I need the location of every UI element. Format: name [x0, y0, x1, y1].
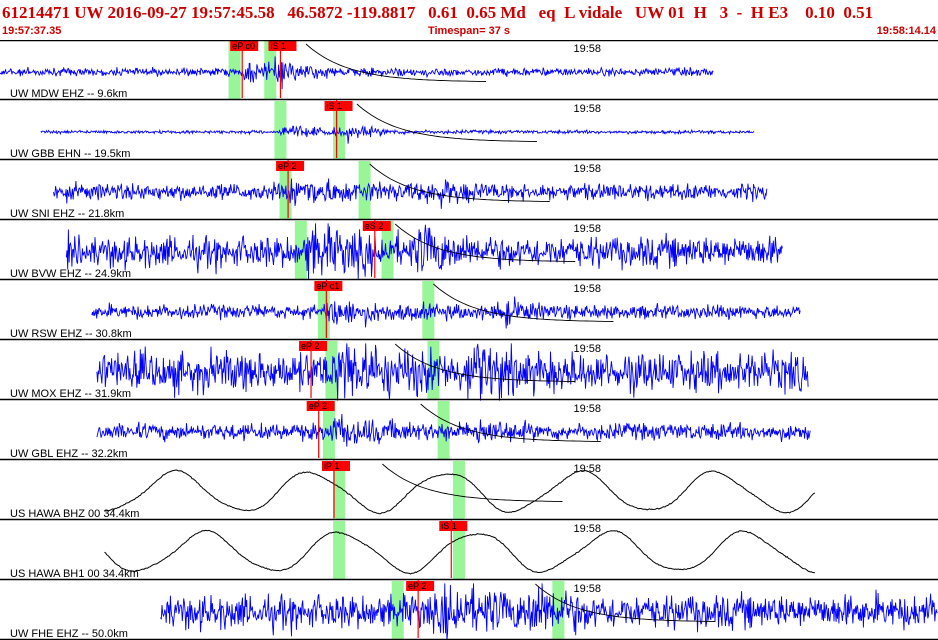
- station-label: UW BVW EHZ -- 24.9km: [10, 268, 131, 280]
- station-label: UW MDW EHZ -- 9.6km: [10, 88, 127, 100]
- phase-window: [333, 461, 346, 519]
- phase-pick-marker[interactable]: [406, 581, 435, 591]
- end-time: 19:58:14.14: [876, 25, 936, 37]
- phase-window: [422, 281, 435, 339]
- timespan-label: Timespan= 37 s: [427, 25, 511, 37]
- coda-decay-curve: [356, 103, 537, 142]
- phase-pick-marker[interactable]: [362, 221, 391, 231]
- header: 61214471 UW 2016-09-27 19:57:45.58 46.58…: [0, 0, 938, 40]
- time-tick-label: 19:58: [573, 403, 601, 415]
- phase-pick-label: eP c0: [232, 41, 255, 51]
- station-label: US HAWA BH1 00 34.4km: [10, 568, 139, 580]
- coda-decay-curve: [369, 163, 550, 202]
- time-tick-label: 19:58: [573, 163, 601, 175]
- phase-pick-marker[interactable]: [306, 401, 335, 411]
- station-label: UW RSW EHZ -- 30.8km: [10, 328, 132, 340]
- coda-decay-curve: [535, 583, 716, 622]
- station-label: UW GBL EHZ -- 32.2km: [10, 448, 128, 460]
- time-tick-label: 19:58: [573, 523, 601, 535]
- station-label: UW FHE EHZ -- 50.0km: [10, 628, 128, 640]
- waveform: [91, 296, 801, 329]
- time-tick-label: 19:58: [573, 463, 601, 475]
- trace-panel[interactable]: 19:58 eP 2 UW MOX EHZ -- 31.9km: [0, 340, 938, 401]
- time-tick-label: 19:58: [573, 583, 601, 595]
- station-label: UW SNI EHZ -- 21.8km: [10, 208, 124, 220]
- phase-window: [437, 401, 450, 459]
- trace-panel[interactable]: 19:58 iP 1 US HAWA BHZ 00 34.4km: [0, 460, 938, 521]
- event-summary-title: 61214471 UW 2016-09-27 19:57:45.58 46.58…: [2, 3, 874, 22]
- trace-panel[interactable]: 19:58 eP c1 UW RSW EHZ -- 30.8km: [0, 280, 938, 341]
- coda-decay-curve: [305, 43, 487, 82]
- phase-pick-marker[interactable]: [230, 41, 259, 51]
- trace-panel[interactable]: 19:58 iS 1 US HAWA BH1 00 34.4km: [0, 520, 938, 581]
- phase-pick-marker[interactable]: [276, 161, 305, 171]
- phase-window: [322, 401, 335, 459]
- trace-panel[interactable]: 19:58 eP c0 iS 1 UW MDW EHZ -- 9.6km: [0, 40, 938, 101]
- phase-pick-label: eP c1: [316, 281, 339, 291]
- coda-decay-curve: [394, 343, 576, 382]
- time-tick-label: 19:58: [573, 223, 601, 235]
- phase-window: [325, 341, 338, 399]
- time-tick-label: 19:58: [573, 103, 601, 115]
- coda-decay-curve: [420, 403, 601, 442]
- start-time: 19:57:37.35: [2, 25, 62, 37]
- station-label: UW MOX EHZ -- 31.9km: [10, 388, 131, 400]
- waveform: [0, 56, 714, 90]
- phase-window: [452, 461, 465, 519]
- phase-pick-label: eP 2: [408, 581, 426, 591]
- time-tick-label: 19:58: [573, 43, 601, 55]
- trace-panel[interactable]: 19:58 eP 2 UW GBL EHZ -- 32.2km: [0, 400, 938, 461]
- waveform: [53, 178, 768, 209]
- trace-panel[interactable]: 19:58 eP 2 UW SNI EHZ -- 21.8km: [0, 160, 938, 221]
- trace-panel[interactable]: 19:58 iS 1 UW GBB EHN -- 19.5km: [0, 100, 938, 161]
- phase-pick-marker[interactable]: [299, 341, 328, 351]
- phase-pick-marker[interactable]: [321, 461, 350, 471]
- time-tick-label: 19:58: [573, 283, 601, 295]
- phase-window: [228, 41, 241, 99]
- phase-pick-marker[interactable]: [268, 41, 297, 51]
- coda-decay-curve: [433, 283, 614, 322]
- station-label: US HAWA BHZ 00 34.4km: [10, 508, 139, 520]
- phase-pick-marker[interactable]: [314, 281, 343, 291]
- phase-pick-label: iP 1: [324, 461, 339, 471]
- coda-decay-curve: [382, 463, 563, 502]
- time-tick-label: 19:58: [573, 343, 601, 355]
- phase-pick-label: iS 1: [327, 101, 343, 111]
- waveform: [160, 583, 938, 640]
- trace-panel[interactable]: 19:58 eP 2 UW FHE EHZ -- 50.0km: [0, 580, 938, 640]
- phase-window: [452, 521, 465, 579]
- phase-pick-label: eP 2: [278, 161, 296, 171]
- phase-window: [333, 521, 346, 579]
- waveform-panels[interactable]: 19:58 eP c0 iS 1 UW MDW EHZ -- 9.6km 19:58 iS…: [0, 40, 938, 640]
- waveform: [65, 223, 783, 280]
- station-label: UW GBB EHN -- 19.5km: [10, 148, 130, 160]
- phase-pick-label: eP 2: [301, 341, 319, 351]
- coda-decay-curve: [394, 223, 576, 262]
- waveform: [104, 469, 816, 515]
- phase-pick-label: eS 2: [365, 221, 384, 231]
- phase-window: [391, 581, 404, 639]
- phase-pick-label: eP 2: [309, 401, 327, 411]
- waveform: [96, 413, 811, 447]
- phase-window: [552, 581, 565, 639]
- phase-window: [274, 101, 287, 159]
- phase-pick-label: iS 1: [441, 521, 457, 531]
- phase-pick-label: iS 1: [270, 41, 286, 51]
- trace-panel[interactable]: 19:58 eS 2 UW BVW EHZ -- 24.9km: [0, 220, 938, 281]
- phase-pick-marker[interactable]: [324, 101, 353, 111]
- phase-pick-marker[interactable]: [439, 521, 468, 531]
- waveform: [40, 124, 755, 144]
- phase-window: [381, 221, 394, 279]
- waveform: [104, 529, 815, 575]
